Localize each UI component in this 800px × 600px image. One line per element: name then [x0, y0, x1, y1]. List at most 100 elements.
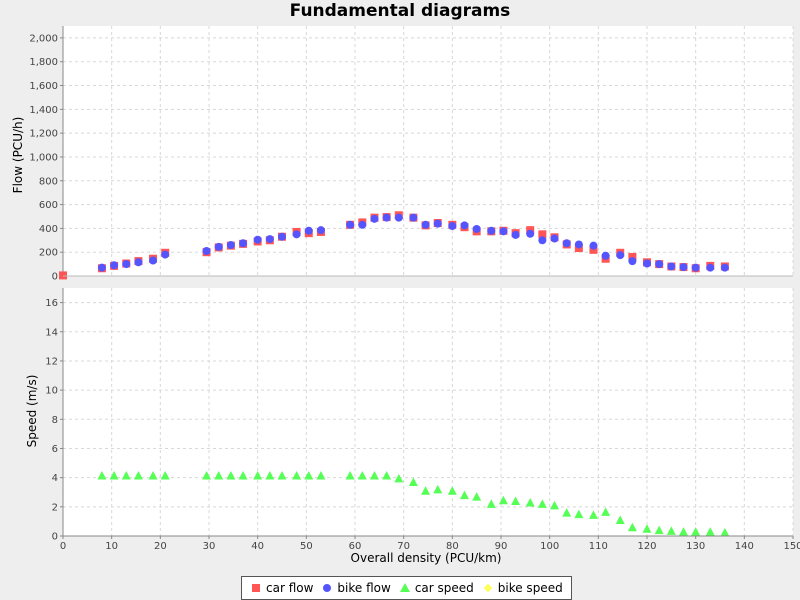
legend-label: car speed: [414, 581, 474, 595]
data-point-car-speed: [588, 510, 598, 519]
data-point-car-speed: [574, 509, 584, 519]
x-tick-label: 30: [203, 541, 216, 552]
data-point-bike-flow: [122, 260, 131, 269]
y-tick-label: 12: [45, 356, 58, 367]
x-tick-label: 20: [154, 541, 167, 552]
x-tick-label: 60: [349, 541, 362, 552]
data-point-bike-flow: [655, 260, 664, 269]
data-point-car-speed: [460, 490, 469, 500]
diamond-marker-icon: [483, 583, 493, 593]
data-point-bike-flow: [409, 213, 418, 222]
y-tick-label: 400: [39, 224, 58, 235]
data-point-bike-flow: [526, 229, 535, 238]
y-tick-label: 1,800: [29, 57, 58, 68]
data-point-car-speed: [214, 470, 224, 480]
y-tick-label: 14: [45, 327, 58, 338]
data-point-bike-flow: [616, 251, 625, 260]
data-point-car-speed: [394, 473, 404, 483]
data-point-car-flow: [538, 230, 547, 239]
data-point-car-speed: [486, 499, 496, 508]
data-point-car-speed: [97, 470, 107, 480]
x-tick-label: 100: [540, 541, 559, 552]
data-point-bike-flow: [226, 241, 235, 250]
data-point-bike-flow: [110, 261, 119, 270]
data-point-bike-flow: [97, 263, 106, 272]
data-point-bike-flow: [550, 234, 559, 243]
data-point-car-speed: [382, 470, 392, 480]
data-point-car-speed: [160, 470, 170, 480]
y-axis-label-flow: Flow (PCU/h): [11, 117, 25, 194]
x-axis-label: Overall density (PCU/km): [351, 551, 502, 565]
data-point-bike-flow: [643, 259, 651, 268]
y-tick-label: 10: [45, 386, 58, 397]
data-point-bike-flow: [239, 239, 248, 248]
data-point-bike-flow: [679, 263, 688, 272]
data-point-car-speed: [705, 527, 715, 536]
data-point-bike-flow: [202, 247, 211, 255]
square-marker-icon: [252, 584, 260, 592]
data-point-bike-flow: [265, 235, 274, 244]
data-point-car-speed: [253, 470, 263, 480]
y-tick-label: 0: [52, 532, 58, 543]
data-point-bike-flow: [304, 226, 313, 235]
data-point-bike-flow: [667, 262, 676, 271]
legend-item-car-speed: car speed: [399, 581, 474, 595]
data-point-car-speed: [691, 527, 701, 536]
data-point-car-speed: [408, 477, 418, 487]
data-point-car-speed: [345, 470, 355, 480]
data-point-bike-flow: [511, 230, 520, 239]
data-point-car-flow: [628, 252, 637, 261]
data-point-car-speed: [447, 486, 457, 495]
data-point-bike-flow: [370, 214, 379, 223]
data-point-bike-flow: [134, 258, 143, 267]
legend-item-bike-flow: bike flow: [321, 581, 391, 595]
data-point-car-speed: [720, 527, 730, 537]
x-tick-label: 10: [105, 541, 118, 552]
data-point-bike-flow: [562, 239, 571, 248]
data-point-bike-flow: [316, 226, 325, 235]
data-point-car-speed: [601, 507, 611, 516]
data-point-car-speed: [226, 470, 236, 480]
data-point-car-speed: [265, 470, 275, 480]
data-point-car-speed: [433, 484, 443, 494]
data-point-car-speed: [654, 525, 664, 535]
x-tick-label: 110: [589, 541, 608, 552]
data-point-car-speed: [550, 500, 560, 510]
data-point-car-speed: [562, 508, 572, 517]
y-tick-label: 16: [45, 298, 58, 309]
data-point-car-speed: [357, 470, 367, 480]
data-point-car-speed: [472, 492, 482, 501]
data-point-bike-flow: [358, 220, 367, 229]
data-point-bike-flow: [472, 224, 481, 233]
data-point-bike-flow: [161, 250, 170, 259]
data-point-bike-flow: [382, 213, 391, 222]
y-tick-label: 2: [52, 502, 58, 513]
plot-area-0: [63, 26, 793, 276]
data-point-car-flow: [59, 271, 67, 280]
plot-area-1: [63, 288, 793, 536]
x-tick-label: 70: [397, 541, 410, 552]
chart-title: Fundamental diagrams: [289, 1, 511, 21]
y-tick-label: 1,000: [29, 152, 58, 163]
legend-item-bike-speed: bike speed: [482, 581, 563, 595]
data-point-car-speed: [642, 524, 652, 533]
data-point-bike-flow: [720, 263, 729, 272]
circle-marker-icon: [323, 584, 332, 592]
x-tick-label: 130: [686, 541, 705, 552]
data-point-bike-flow: [538, 236, 547, 245]
legend-label: bike speed: [497, 581, 563, 595]
data-point-car-speed: [537, 499, 547, 508]
data-point-car-speed: [666, 526, 676, 535]
legend-label: bike flow: [337, 581, 391, 595]
data-point-bike-flow: [278, 232, 286, 241]
data-point-car-speed: [627, 522, 637, 532]
data-point-bike-flow: [589, 241, 598, 250]
y-tick-label: 600: [39, 200, 58, 211]
legend: car flow bike flow car speed bike speed: [241, 576, 572, 600]
data-point-car-speed: [109, 470, 119, 480]
data-point-car-speed: [615, 515, 625, 524]
data-point-car-speed: [421, 486, 431, 495]
legend-item-car-flow: car flow: [250, 581, 313, 595]
data-point-car-speed: [679, 527, 688, 536]
